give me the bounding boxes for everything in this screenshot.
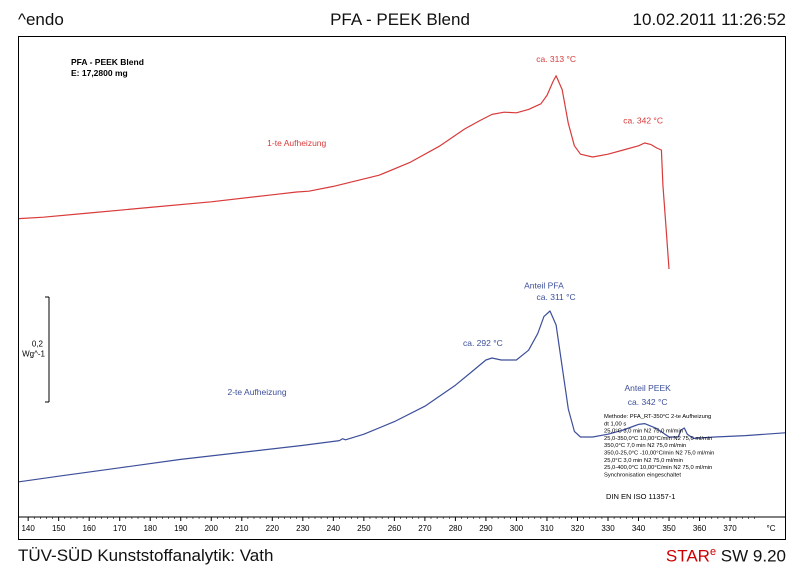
annotation-label: ca. 292 °C [463, 338, 503, 348]
plot-frame: 140 150 160 170 180 190 200 210 220 230 240 250 260 2… [18, 36, 786, 540]
page-title: PFA - PEEK Blend [330, 10, 470, 29]
x-axis-unit-label: °C [767, 524, 776, 533]
sample-mass: E: 17,2800 mg [71, 68, 128, 78]
method-line: 25,0-350,0°C 10,00°C/min N2 75,0 ml/min [604, 436, 712, 442]
x-tick-label: 230 [296, 524, 310, 533]
method-line: 25,0°C 3,0 min N2 75,0 ml/min [604, 429, 683, 435]
x-tick-label: 200 [205, 524, 219, 533]
dsc-chart: 140 150 160 170 180 190 200 210 220 230 240 250 260 2… [19, 54, 785, 533]
annotation-label: Anteil PEEK [625, 383, 672, 393]
footer-software-label: STARe SW 9.20 [666, 546, 786, 567]
x-tick-label: 340 [632, 524, 646, 533]
method-line: 350,0°C 7,0 min N2 75,0 ml/min [604, 443, 686, 449]
brand-star: STAR [665, 546, 710, 566]
series-line-1 [19, 75, 670, 270]
x-tick-label: 170 [113, 524, 127, 533]
x-tick-label: 140 [21, 524, 35, 533]
annotation-label: ca. 342 °C [628, 397, 668, 407]
annotation-label: 2-te Aufheizung [228, 387, 287, 397]
annotation-label: ca. 342 °C [623, 115, 663, 125]
header-datetime: 10.02.2011 11:26:52 [632, 10, 786, 29]
annotation-label: 1-te Aufheizung [267, 138, 326, 148]
x-tick-label: 160 [83, 524, 97, 533]
method-standard: DIN EN ISO 11357-1 [606, 492, 675, 501]
method-line: 25,0-400,0°C 10,00°C/min N2 75,0 ml/min [604, 465, 712, 471]
x-tick-label: 250 [357, 524, 371, 533]
x-tick-label: 180 [144, 524, 158, 533]
sample-name: PFA - PEEK Blend [71, 57, 144, 67]
annotation-label: ca. 311 °C [537, 292, 576, 302]
x-tick-label: 240 [327, 524, 341, 533]
brand-version: SW 9.20 [720, 546, 786, 566]
x-tick-label: 300 [510, 524, 524, 533]
method-line: 25,0°C 3,0 min N2 75,0 ml/min [604, 458, 683, 464]
x-tick-label: 220 [266, 524, 280, 533]
scale-bar-value: 0,2 [32, 340, 44, 349]
series-line-2 [19, 310, 785, 483]
x-tick-label: 150 [52, 524, 66, 533]
brand-e: e [709, 546, 717, 558]
method-line: 350,0-25,0°C -10,00°C/min N2 75,0 ml/min [604, 451, 714, 457]
x-tick-label: 260 [388, 524, 402, 533]
x-tick-label: 360 [693, 524, 707, 533]
x-tick-label: 310 [540, 524, 554, 533]
x-tick-label: 280 [449, 524, 463, 533]
footer-lab-label: TÜV-SÜD Kunststoffanalytik: Vath [18, 546, 274, 565]
method-line: Methode: PFA_RT-350°C 2-te Aufheizung [604, 414, 711, 420]
x-tick-label: 330 [601, 524, 615, 533]
x-tick-label: 370 [723, 524, 737, 533]
header-left-label: ^endo [18, 10, 64, 29]
x-tick-label: 270 [418, 524, 432, 533]
x-tick-label: 210 [235, 524, 249, 533]
method-line: dt 1,00 s [604, 421, 626, 427]
x-tick-label: 290 [479, 524, 493, 533]
x-tick-label: 320 [571, 524, 585, 533]
annotation-label: ca. 313 °C [536, 54, 576, 64]
x-tick-label: 350 [662, 524, 676, 533]
method-line: Synchronisation eingeschaltet [604, 472, 681, 478]
annotation-label: Anteil PFA [524, 281, 564, 291]
x-tick-label: 190 [174, 524, 188, 533]
scale-bar-unit: Wg^-1 [22, 350, 45, 359]
